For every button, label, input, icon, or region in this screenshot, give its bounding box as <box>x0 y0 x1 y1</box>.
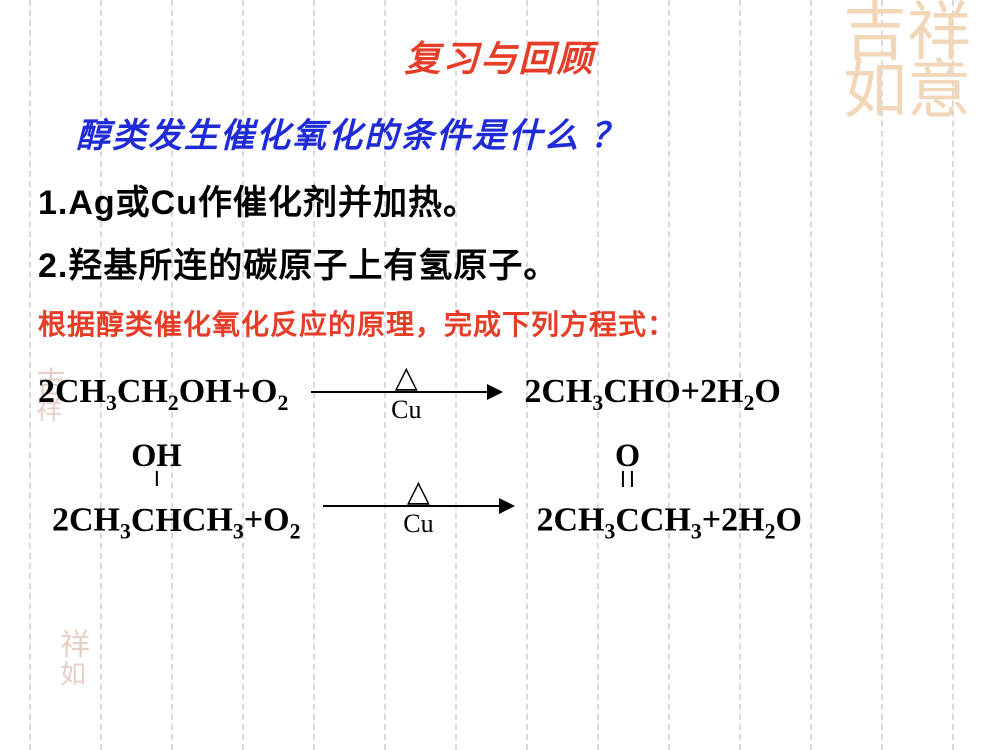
eq2-right-tail-b: +2H <box>702 502 765 539</box>
eq2-right-tail-c: O <box>775 502 801 539</box>
equation-1-arrow: △ Cu <box>306 363 506 425</box>
slide-content: 复习与回顾 醇类发生催化氧化的条件是什么 ？ 1.Ag或Cu作催化剂并加热。 2… <box>0 0 999 750</box>
equation-1-catalyst: Cu <box>391 395 421 425</box>
equation-2: 2CH3OHCHCH3+O2 △ Cu 2CH3OCCH3+2H2O <box>52 471 969 544</box>
equation-1: 2CH3CH2OH+O2 △ Cu 2CH3CHO+2H2O <box>38 363 969 425</box>
point-1: 1.Ag或Cu作催化剂并加热。 <box>38 175 969 224</box>
arrow-line-icon <box>323 505 513 507</box>
eq2-oh: OH <box>131 439 181 471</box>
eq2-left-tail-b: +O <box>244 502 290 539</box>
eq2-left-tail-a-sub: 3 <box>233 519 244 543</box>
arrow-line-icon <box>311 391 501 393</box>
eq2-right-head-sub: 3 <box>604 519 615 543</box>
equation-1-left: 2CH3CH2OH+O2 <box>38 373 288 416</box>
equation-2-right: 2CH3OCCH3+2H2O <box>536 471 801 544</box>
heat-icon: △ <box>395 363 418 393</box>
heat-icon: △ <box>407 477 430 507</box>
eq2-left-tail-a: CH <box>182 502 233 539</box>
equation-1-right: 2CH3CHO+2H2O <box>524 373 780 416</box>
eq2-right-tail-b-sub: 2 <box>765 519 776 543</box>
eq2-right-tail-a: CH <box>640 502 691 539</box>
eq2-left-head-sub: 3 <box>120 519 131 543</box>
eq2-dbl-o: O <box>615 439 640 471</box>
slide-title: 复习与回顾 <box>30 30 969 82</box>
eq2-left-head: 2CH <box>52 502 120 539</box>
equation-2-left: 2CH3OHCHCH3+O2 <box>52 471 300 544</box>
eq2-left-tail-b-sub: 2 <box>290 519 301 543</box>
point-2: 2.羟基所连的碳原子上有氢原子。 <box>38 238 969 287</box>
eq2-right-tail-a-sub: 3 <box>691 519 702 543</box>
equation-2-arrow: △ Cu <box>318 477 518 539</box>
eq2-right-head: 2CH <box>536 502 604 539</box>
instruction-text: 根据醇类催化氧化反应的原理，完成下列方程式： <box>38 303 969 343</box>
equation-2-catalyst: Cu <box>403 509 433 539</box>
question-text: 醇类发生催化氧化的条件是什么 ？ <box>76 108 969 157</box>
